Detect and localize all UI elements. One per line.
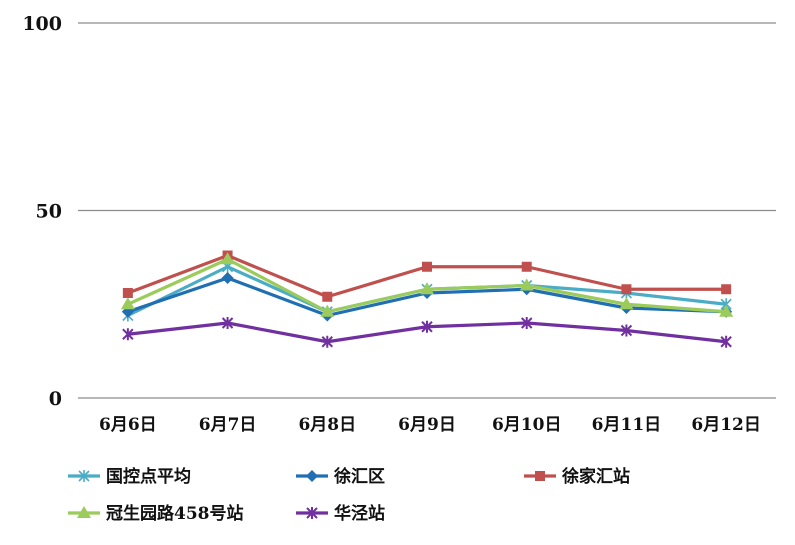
legend-item-4: 华泾站 (296, 503, 385, 524)
legend-label: 国控点平均 (106, 466, 191, 487)
series-3-point (220, 252, 235, 265)
series-2-point (422, 261, 432, 272)
y-tick-label: 0 (49, 388, 62, 410)
series-3-point (120, 297, 135, 310)
series-4-point (521, 317, 533, 329)
series-4-point (221, 317, 234, 329)
series-4-point (421, 320, 433, 333)
legend-item-3: 冠生园路458号站 (68, 503, 244, 524)
series-1-point (221, 272, 234, 284)
x-tick-label: 6月8日 (298, 415, 356, 435)
legend-label: 华泾站 (334, 503, 385, 524)
y-tick-label: 100 (22, 13, 62, 35)
x-tick-label: 6月11日 (592, 415, 662, 435)
y-axis-tick-labels: 0 50 100 (22, 13, 62, 410)
series-group (120, 250, 734, 348)
x-tick-label: 6月10日 (492, 415, 562, 435)
x-tick-label: 6月9日 (398, 415, 456, 435)
x-tick-label: 6月7日 (199, 415, 257, 435)
series-1 (121, 272, 733, 322)
series-3 (120, 252, 734, 317)
series-3-point (519, 278, 534, 291)
series-2-point (521, 261, 532, 272)
series-4-point (720, 335, 732, 348)
series-2-point (621, 284, 632, 295)
legend-swatch-marker (535, 471, 545, 481)
series-2-point (721, 284, 732, 295)
x-axis-tick-labels: 6月6日 6月7日 6月8日 6月9日 6月10日 6月11日 6月12日 (99, 415, 761, 435)
legend-label: 徐家汇站 (561, 466, 630, 487)
series-3-point (619, 297, 634, 310)
series-4-point (321, 335, 333, 348)
series-2-point (322, 291, 333, 302)
legend-swatch-marker (78, 470, 90, 482)
legend-item-1: 徐汇区 (296, 466, 385, 487)
legend-item-2: 徐家汇站 (524, 466, 630, 487)
series-3-point (719, 304, 734, 317)
legend-label: 徐汇区 (333, 466, 385, 487)
series-4-point (620, 324, 633, 337)
series-3-point (420, 282, 434, 295)
legend-label: 冠生园路458号站 (106, 503, 244, 524)
legend-swatch-marker (77, 506, 91, 518)
legend-swatch-marker (306, 507, 318, 519)
series-4 (122, 317, 732, 348)
gridlines (78, 22, 776, 399)
x-tick-label: 6月6日 (99, 415, 157, 435)
series-2-point (122, 288, 133, 298)
x-tick-label: 6月12日 (691, 415, 761, 435)
legend-item-0: 国控点平均 (68, 466, 191, 487)
series-3-point (320, 304, 335, 317)
series-4-point (122, 328, 134, 341)
y-tick-label: 50 (36, 201, 62, 223)
legend-swatch-marker (306, 470, 318, 482)
